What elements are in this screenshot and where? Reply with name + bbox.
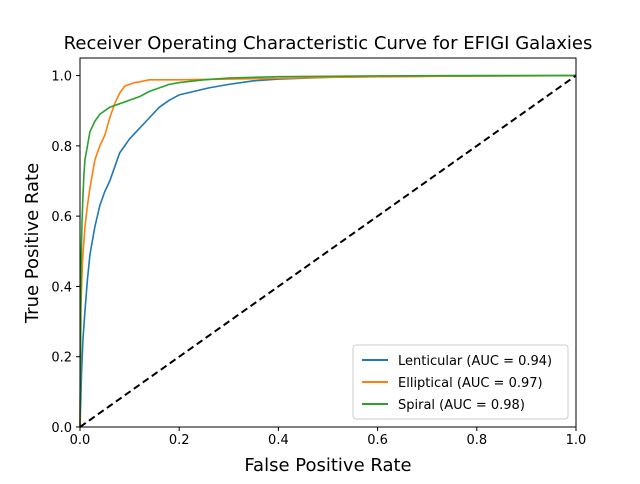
y-tick-label: 0.0 [51,421,72,436]
y-tick-label: 0.2 [51,351,72,366]
x-tick-label: 0.0 [70,433,91,448]
y-tick-label: 1.0 [51,70,72,85]
x-tick-label: 0.8 [466,433,487,448]
axes-frame [79,57,577,428]
x-axis-label: False Positive Rate [244,455,411,476]
legend-entry: Lenticular (AUC = 0.94) [398,354,552,369]
legend: Lenticular (AUC = 0.94) Elliptical (AUC =… [352,344,569,420]
y-tick-label: 0.8 [51,140,72,155]
legend-entry: Elliptical (AUC = 0.97) [398,376,543,391]
x-tick-label: 0.2 [169,433,190,448]
x-tick-label: 0.4 [268,433,289,448]
plot-area: 0.0 0.2 0.4 0.6 0.8 1.0 0.0 0.2 0.4 0.6 0.8 1.0 Lent… [51,57,587,448]
y-tick-label: 0.6 [51,210,72,225]
y-tick-label: 0.4 [51,280,72,295]
chart-title: Receiver Operating Characteristic Curve … [64,33,593,54]
series-line-spiral [79,74,576,428]
series-line-lenticular [79,74,577,428]
legend-entry: Spiral (AUC = 0.98) [398,398,525,413]
x-tick-label: 1.0 [566,433,587,448]
chance-diagonal-line [79,74,577,428]
x-tick-label: 0.6 [367,433,388,448]
legend-box [352,344,569,420]
y-axis-label: True Positive Rate [22,163,43,324]
